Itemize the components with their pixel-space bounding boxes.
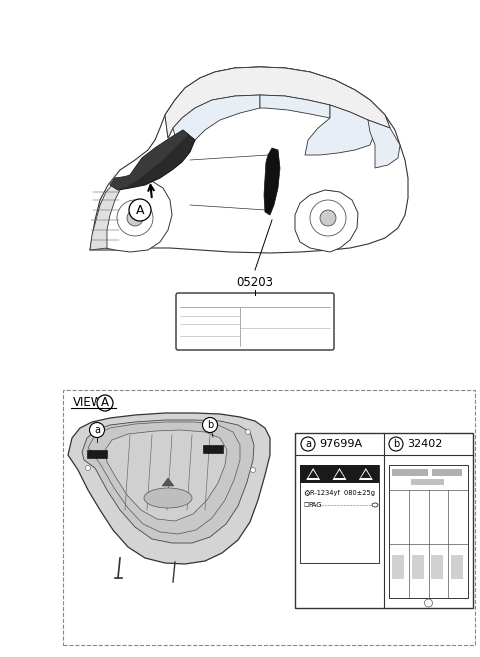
Polygon shape xyxy=(82,420,254,543)
Circle shape xyxy=(251,468,255,472)
Polygon shape xyxy=(105,430,227,521)
Ellipse shape xyxy=(144,488,192,508)
Circle shape xyxy=(320,210,336,226)
Polygon shape xyxy=(361,470,371,478)
Polygon shape xyxy=(264,148,280,215)
Polygon shape xyxy=(359,468,373,480)
Circle shape xyxy=(97,430,103,434)
Circle shape xyxy=(107,190,163,246)
Polygon shape xyxy=(308,470,318,478)
Polygon shape xyxy=(98,178,172,252)
Bar xyxy=(389,465,468,598)
Bar xyxy=(87,450,107,458)
Text: ⚙: ⚙ xyxy=(303,489,310,497)
Text: R-1234yf  080±25g: R-1234yf 080±25g xyxy=(310,490,375,496)
Polygon shape xyxy=(110,130,188,190)
Polygon shape xyxy=(368,120,400,168)
Polygon shape xyxy=(68,413,270,564)
Text: PAG: PAG xyxy=(308,502,322,508)
Bar xyxy=(295,433,473,608)
Bar xyxy=(392,469,428,476)
Circle shape xyxy=(97,395,113,411)
Bar xyxy=(300,465,379,483)
Circle shape xyxy=(310,200,346,236)
Polygon shape xyxy=(260,95,330,118)
Text: VIEW: VIEW xyxy=(73,397,103,409)
Bar xyxy=(432,555,444,579)
Circle shape xyxy=(129,199,151,221)
Text: A: A xyxy=(136,204,144,217)
Circle shape xyxy=(424,599,432,607)
Polygon shape xyxy=(173,95,260,150)
Text: 97699A: 97699A xyxy=(319,439,362,449)
Ellipse shape xyxy=(372,503,378,507)
Text: a: a xyxy=(305,439,311,449)
Bar xyxy=(432,469,462,476)
Polygon shape xyxy=(306,468,320,480)
Text: □: □ xyxy=(303,503,308,507)
Polygon shape xyxy=(90,67,408,253)
Text: b: b xyxy=(207,420,213,430)
FancyBboxPatch shape xyxy=(176,293,334,350)
Circle shape xyxy=(203,417,217,432)
Text: 32402: 32402 xyxy=(407,439,443,449)
Bar xyxy=(392,555,404,579)
Polygon shape xyxy=(305,105,375,155)
Polygon shape xyxy=(295,190,358,252)
Bar xyxy=(300,465,379,563)
Polygon shape xyxy=(333,468,347,480)
Circle shape xyxy=(85,466,91,470)
Polygon shape xyxy=(335,470,345,478)
Circle shape xyxy=(245,430,251,434)
Text: A: A xyxy=(101,397,109,409)
Circle shape xyxy=(89,422,105,438)
Circle shape xyxy=(117,200,153,236)
Circle shape xyxy=(301,191,355,245)
Polygon shape xyxy=(165,67,390,138)
Bar xyxy=(63,390,475,645)
Bar xyxy=(203,445,223,453)
Circle shape xyxy=(301,437,315,451)
Circle shape xyxy=(389,437,403,451)
Bar xyxy=(451,555,463,579)
Circle shape xyxy=(127,210,143,226)
Bar xyxy=(411,479,444,485)
Bar xyxy=(412,555,423,579)
Polygon shape xyxy=(110,130,195,190)
Polygon shape xyxy=(90,180,120,250)
Text: a: a xyxy=(94,425,100,435)
Polygon shape xyxy=(162,478,174,486)
Text: b: b xyxy=(393,439,399,449)
Polygon shape xyxy=(165,67,390,138)
Text: 05203: 05203 xyxy=(237,277,274,290)
